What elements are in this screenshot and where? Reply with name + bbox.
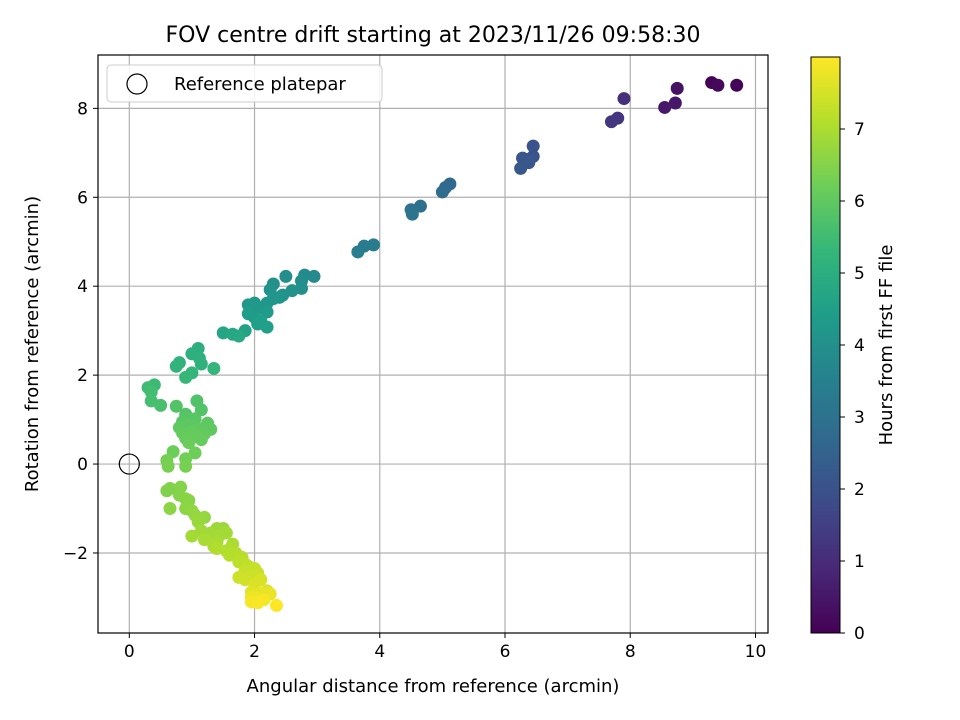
colorbar-tick-label: 2 [854,480,865,500]
y-tick-label: 0 [77,455,88,475]
colorbar-label: Hours from first FF file [876,245,897,446]
data-point [160,484,174,498]
y-axis-label: Rotation from reference (arcmin) [22,196,43,492]
legend-label: Reference platepar [174,74,346,95]
x-tick-label: 0 [124,642,135,662]
data-point [197,533,211,547]
grid [98,55,768,633]
data-point [351,245,365,259]
x-tick-label: 2 [249,642,260,662]
data-point [194,357,208,371]
y-tick-label: 4 [77,277,88,297]
colorbar [810,56,841,634]
legend-box [106,64,383,103]
data-point [604,115,618,129]
data-point [207,361,221,375]
y-tick-label: 2 [77,366,88,386]
colorbar-tick-label: 1 [854,552,865,572]
data-point [169,359,183,373]
chart-title: FOV centre drift starting at 2023/11/26 … [166,23,701,48]
colorbar-tick-label: 4 [854,336,865,356]
data-point [658,100,672,114]
x-tick-label: 8 [625,642,636,662]
data-point [260,320,274,334]
data-point [194,433,208,447]
data-point [185,529,199,543]
data-points [141,76,744,612]
data-point [730,78,744,92]
data-point [232,329,246,343]
data-point [161,459,175,473]
legend: Reference platepar [106,64,383,103]
data-point [617,92,631,106]
colorbar-ticks: 0 1 2 3 4 5 6 7 [840,120,865,644]
colorbar-tick-label: 6 [854,192,865,212]
data-point [154,398,168,412]
data-point [169,399,183,413]
data-point [179,459,193,473]
y-tick-label: 6 [77,188,88,208]
data-point [182,436,196,450]
y-axis-ticks: −2 0 2 4 6 8 [63,99,98,564]
x-tick-label: 6 [500,642,511,662]
data-point [251,596,265,610]
data-point [269,598,283,612]
data-point [279,269,293,283]
data-point [405,207,419,221]
data-point [188,446,202,460]
colorbar-tick-label: 3 [854,408,865,428]
colorbar-tick-label: 7 [854,120,865,140]
data-point [144,385,158,399]
y-tick-label: −2 [63,544,88,564]
data-point [435,185,449,199]
data-point [163,502,177,516]
legend-reference-marker [126,73,148,95]
colorbar-tick-label: 0 [854,624,865,644]
x-tick-label: 4 [374,642,385,662]
plot-frame [97,54,769,634]
x-tick-label: 10 [745,642,767,662]
data-point [670,81,684,95]
data-point [179,370,193,384]
data-point [514,161,528,175]
x-axis-ticks: 0 2 4 6 8 10 [124,633,766,662]
data-point [711,78,725,92]
x-axis-label: Angular distance from reference (arcmin) [247,676,620,697]
colorbar-tick-label: 5 [854,264,865,284]
data-point [668,96,682,110]
data-point [222,548,236,562]
data-point [526,139,540,153]
y-tick-label: 8 [77,99,88,119]
reference-platepar-marker [118,453,140,475]
